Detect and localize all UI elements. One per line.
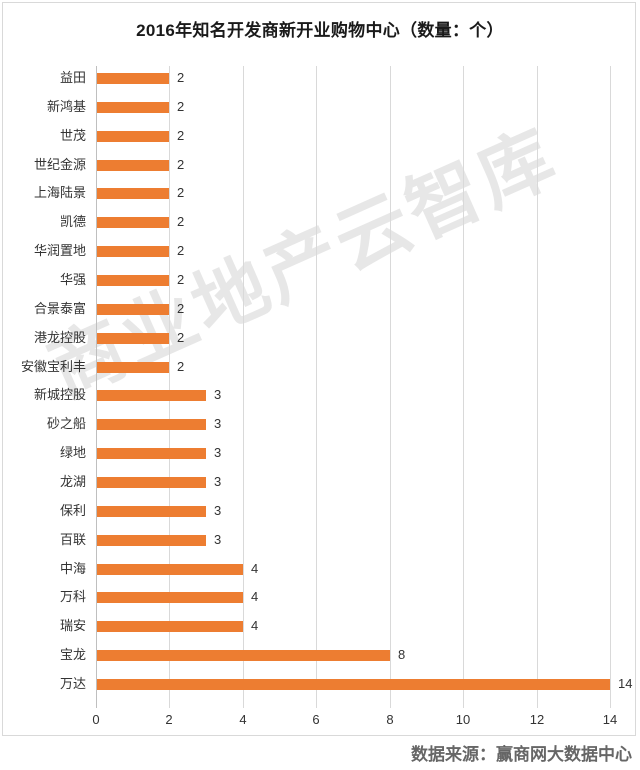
- bar: [97, 535, 206, 546]
- bar: [97, 217, 169, 228]
- x-tick-label: 2: [165, 712, 173, 727]
- bar: [97, 679, 610, 690]
- bar: [97, 333, 169, 344]
- category-label: 保利: [59, 503, 86, 518]
- category-label: 百联: [59, 532, 86, 547]
- bar-value-label: 3: [214, 416, 222, 431]
- bar: [97, 275, 169, 286]
- bar: [97, 304, 169, 315]
- chart-title: 2016年知名开发商新开业购物中心（数量：个）: [136, 21, 504, 40]
- category-label: 砂之船: [46, 416, 86, 431]
- bar-value-label: 3: [214, 503, 222, 518]
- bar-value-label: 2: [177, 330, 185, 345]
- gridline: [390, 66, 391, 708]
- gridline: [537, 66, 538, 708]
- bar-value-label: 2: [177, 243, 185, 258]
- x-tick-label: 6: [312, 712, 320, 727]
- bar: [97, 246, 169, 257]
- bar: [97, 390, 206, 401]
- bar-value-label: 8: [398, 647, 406, 662]
- category-label: 合景泰富: [33, 301, 86, 316]
- bar-value-label: 2: [177, 359, 185, 374]
- bar-value-label: 2: [177, 157, 185, 172]
- bar-value-label: 3: [214, 387, 222, 402]
- category-label: 宝龙: [59, 647, 86, 662]
- category-label: 上海陆景: [33, 185, 86, 200]
- bar-value-label: 14: [618, 676, 633, 691]
- bar: [97, 650, 390, 661]
- y-axis-line: [96, 66, 97, 708]
- bar: [97, 621, 243, 632]
- bar: [97, 506, 206, 517]
- bar: [97, 477, 206, 488]
- bar-value-label: 2: [177, 214, 185, 229]
- gridline: [169, 66, 170, 708]
- bar-value-label: 2: [177, 128, 185, 143]
- bar: [97, 131, 169, 142]
- x-tick-label: 4: [239, 712, 247, 727]
- x-tick-label: 8: [386, 712, 394, 727]
- gridline: [463, 66, 464, 708]
- category-label: 凯德: [59, 214, 86, 229]
- bar-value-label: 2: [177, 99, 185, 114]
- gridline: [610, 66, 611, 708]
- x-tick-label: 12: [529, 712, 545, 727]
- category-label: 瑞安: [59, 618, 86, 633]
- bar: [97, 592, 243, 603]
- category-label: 世茂: [59, 128, 86, 143]
- bar: [97, 73, 169, 84]
- category-label: 新城控股: [33, 387, 86, 402]
- bar-value-label: 4: [251, 589, 259, 604]
- bar: [97, 188, 169, 199]
- bar-value-label: 2: [177, 301, 185, 316]
- bar: [97, 362, 169, 373]
- bar-value-label: 2: [177, 70, 185, 85]
- category-label: 安徽宝利丰: [20, 359, 86, 374]
- bar-value-label: 3: [214, 532, 222, 547]
- category-label: 港龙控股: [33, 330, 86, 345]
- x-tick-label: 0: [92, 712, 100, 727]
- category-label: 新鸿基: [46, 99, 86, 114]
- bar: [97, 160, 169, 171]
- bar-value-label: 3: [214, 445, 222, 460]
- bar-value-label: 3: [214, 474, 222, 489]
- bar: [97, 448, 206, 459]
- data-source-note: 数据来源：赢商网大数据中心: [411, 745, 632, 764]
- bar: [97, 419, 206, 430]
- bar: [97, 564, 243, 575]
- category-label: 绿地: [59, 445, 86, 460]
- category-label: 华强: [59, 272, 86, 287]
- x-tick-label: 10: [455, 712, 471, 727]
- category-label: 万科: [59, 589, 86, 604]
- category-label: 华润置地: [33, 243, 86, 258]
- category-label: 世纪金源: [33, 157, 86, 172]
- gridline: [316, 66, 317, 708]
- bar-value-label: 4: [251, 561, 259, 576]
- x-tick-label: 14: [602, 712, 618, 727]
- category-label: 益田: [59, 70, 86, 85]
- bar-value-label: 2: [177, 272, 185, 287]
- gridline: [243, 66, 244, 708]
- category-label: 万达: [59, 676, 86, 691]
- category-label: 中海: [59, 561, 86, 576]
- category-label: 龙湖: [59, 474, 86, 489]
- bar-value-label: 2: [177, 185, 185, 200]
- bar: [97, 102, 169, 113]
- bar-value-label: 4: [251, 618, 259, 633]
